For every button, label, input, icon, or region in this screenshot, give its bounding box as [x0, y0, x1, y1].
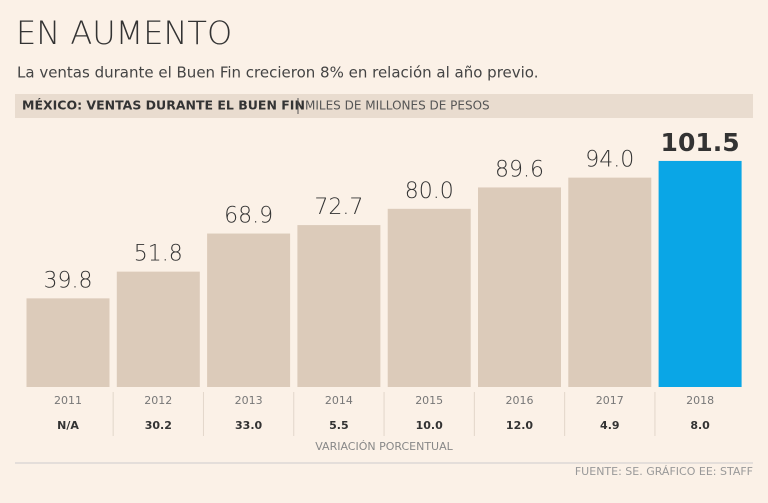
- value-label: 94.0: [585, 148, 634, 173]
- value-label: 80.0: [405, 179, 454, 204]
- variation-value: 30.2: [145, 419, 172, 432]
- bar: [207, 233, 291, 387]
- x-tick-label: 2012: [144, 394, 172, 407]
- bar: [116, 271, 200, 387]
- value-label: 72.7: [314, 195, 363, 220]
- value-label: 39.8: [44, 268, 93, 293]
- bar: [568, 177, 652, 387]
- variation-value: 5.5: [329, 419, 349, 432]
- x-tick-label: 2017: [596, 394, 624, 407]
- x-tick-label: 2018: [686, 394, 714, 407]
- variation-value: 4.9: [600, 419, 620, 432]
- bar: [387, 208, 471, 387]
- chart-subtitle: La ventas durante el Buen Fin crecieron …: [17, 64, 539, 82]
- bar: [297, 225, 381, 387]
- bar: [26, 298, 110, 387]
- variation-value: 33.0: [235, 419, 262, 432]
- value-label: 51.8: [134, 242, 183, 267]
- variation-value: 10.0: [416, 419, 443, 432]
- variation-label: VARIACIÓN PORCENTUAL: [315, 440, 453, 453]
- variation-value: 8.0: [690, 419, 710, 432]
- value-label: 101.5: [661, 128, 740, 157]
- x-tick-label: 2011: [54, 394, 82, 407]
- source: FUENTE: SE. GRÁFICO EE: STAFF: [575, 465, 753, 478]
- value-label: 89.6: [495, 157, 544, 182]
- x-tick-label: 2016: [506, 394, 534, 407]
- bar: [658, 160, 742, 387]
- variation-value: N/A: [57, 419, 79, 432]
- header-band: [15, 94, 753, 118]
- x-tick-label: 2013: [235, 394, 263, 407]
- chart-title: EN AUMENTO: [16, 14, 232, 52]
- value-label: 68.9: [224, 204, 273, 229]
- bar: [478, 187, 561, 387]
- unit-label: MILES DE MILLONES DE PESOS: [305, 99, 490, 113]
- header: MÉXICO: VENTAS DURANTE EL BUEN FIN: [22, 98, 305, 113]
- x-tick-label: 2014: [325, 394, 353, 407]
- x-tick-label: 2015: [415, 394, 443, 407]
- variation-value: 12.0: [506, 419, 533, 432]
